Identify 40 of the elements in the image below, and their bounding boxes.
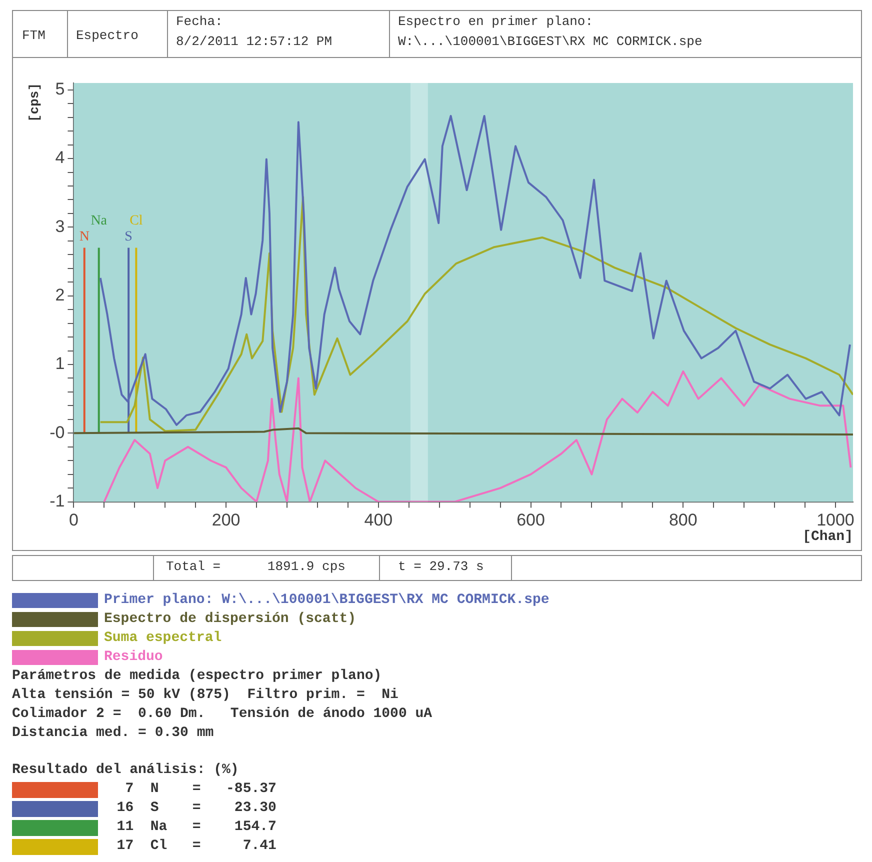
text: t = 29.73 s (398, 559, 484, 574)
text: Total = 1891.9 cps (166, 559, 346, 574)
series-label: S (124, 229, 132, 244)
x-axis-title: [Chan] (802, 529, 853, 546)
text: Espectro de dispersión (scatt) (104, 611, 356, 627)
y-tick-label: 5 (55, 80, 65, 99)
text: Primer plano: W:\...\100001\BIGGEST\RX MC CORMICK.spe (104, 592, 550, 608)
text: 11 Na = 154.7 (116, 819, 276, 835)
y-axis-title: [cps] (27, 83, 42, 122)
text: Distancia med. = 0.30 mm (12, 725, 214, 741)
series-label: N (79, 229, 90, 244)
text: 8/2/2011 12:57:12 PM (176, 34, 332, 49)
y-tick-label: -0 (50, 422, 65, 442)
x-tick-label: 400 (364, 510, 393, 530)
x-tick-label: 1000 (816, 510, 854, 530)
text: Suma espectral (104, 630, 222, 646)
series-label: Cl (130, 213, 143, 228)
y-tick-label: 2 (55, 286, 65, 305)
x-tick-label: 0 (68, 510, 78, 530)
text: Alta tensión = 50 kV (875) Filtro prim. = Ni (12, 687, 398, 703)
y-tick-label: 1 (55, 354, 65, 374)
text: W:\...\100001\BIGGEST\RX MC CORMICK.spe (398, 34, 702, 49)
text: Parámetros de medida (espectro primer plano) (12, 668, 382, 684)
y-tick-label: 3 (55, 216, 65, 236)
y-tick-label: 4 (55, 148, 65, 168)
text: Resultado del análisis: (%) (12, 762, 239, 778)
series-label: Na (90, 213, 108, 228)
text: Espectro (76, 28, 138, 43)
text: Residuo (104, 649, 163, 665)
text: Espectro en primer plano: (398, 14, 594, 29)
x-tick-label: 800 (668, 510, 698, 530)
text: FTM (22, 28, 46, 43)
text: Fecha: (176, 14, 223, 29)
text: Colimador 2 = 0.60 Dm. Tensión de ánodo 1000 uA (12, 706, 432, 722)
text: 16 S = 23.30 (116, 800, 276, 816)
text: 17 Cl = 7.41 (116, 838, 276, 854)
x-tick-label: 200 (212, 510, 240, 530)
x-tick-label: 600 (516, 510, 545, 530)
text: 7 N = -85.37 (124, 781, 276, 797)
y-tick-label: -1 (50, 491, 65, 510)
